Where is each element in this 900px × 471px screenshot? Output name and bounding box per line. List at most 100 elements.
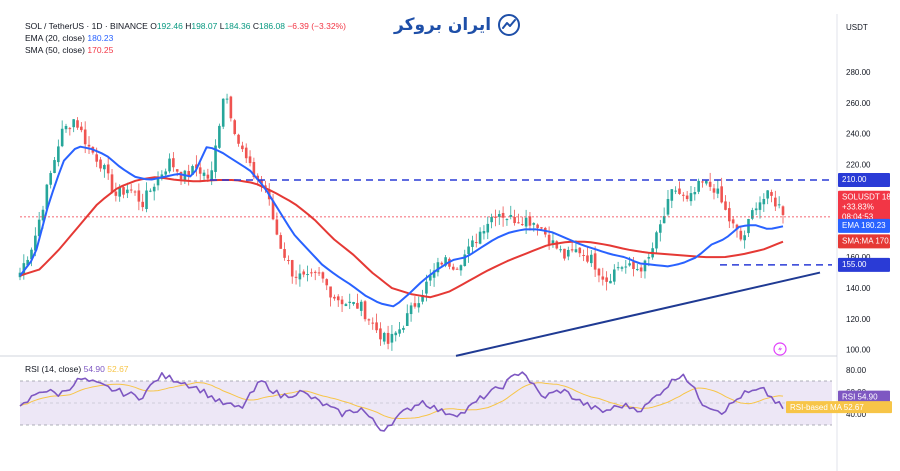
candle-body (363, 301, 367, 320)
candle-body (620, 267, 624, 269)
candle-body (517, 222, 520, 224)
candle-body (359, 301, 363, 311)
candle-body (766, 190, 769, 199)
candle-body (310, 272, 313, 274)
candle-body (428, 275, 432, 281)
candle-body (743, 235, 746, 241)
candle-body (398, 329, 401, 334)
candle-body (175, 169, 179, 172)
candle-body (344, 304, 348, 307)
candle-body (724, 201, 727, 210)
candle-body (612, 269, 616, 282)
levels (20, 179, 832, 357)
candle-body (26, 259, 29, 266)
candle-body (582, 255, 585, 257)
candle-body (214, 145, 217, 172)
candle-body (390, 333, 394, 343)
candle-body (279, 235, 283, 249)
candle-body (64, 125, 68, 130)
candle-body (444, 257, 447, 266)
candle-body (436, 262, 440, 273)
candle-body (83, 129, 87, 145)
candle-body (455, 268, 459, 270)
candle-body (386, 332, 390, 344)
broker-logo: ایران بروکر (394, 11, 521, 39)
sma-legend[interactable]: SMA (50, close) 170.25 (25, 45, 113, 55)
price-tick: 240.00 (846, 130, 871, 139)
candle-body (34, 235, 37, 251)
candle-body (233, 120, 237, 134)
sma-label: SMA (50, close) (25, 45, 85, 55)
candle-body (375, 322, 378, 331)
ema-value: 180.23 (87, 33, 114, 43)
candle-body (402, 327, 405, 330)
candle-body (559, 249, 562, 251)
candle-body (593, 253, 597, 270)
candle-body (76, 120, 79, 128)
price-tick: 140.00 (846, 284, 871, 293)
support-tag-text: 155.00 (842, 260, 867, 269)
candle-body (632, 261, 635, 270)
candle-body (586, 255, 589, 262)
candle-body (225, 98, 229, 100)
candle-body (471, 240, 474, 247)
candle-body (114, 191, 118, 196)
candle-body (509, 214, 513, 217)
candle-body (616, 267, 620, 269)
candle-body (221, 98, 225, 127)
candle-body (172, 158, 175, 168)
candle-body (605, 277, 608, 282)
price-tick: 280.00 (846, 68, 871, 77)
candle-body (474, 242, 478, 244)
rsi-tick: 80.00 (846, 366, 867, 375)
candle-body (356, 302, 359, 309)
candle-body (287, 260, 290, 262)
candle-body (728, 208, 731, 222)
candle-body (528, 216, 532, 226)
candle-body (624, 266, 628, 268)
rsi-ma-tag-text: RSI-based MA 52.67 (790, 403, 864, 412)
candle-body (298, 273, 302, 280)
low-label: L (219, 21, 225, 31)
logo-text: ایران بروکر (394, 15, 492, 35)
candle-body (110, 174, 114, 193)
candle-body (540, 227, 543, 229)
candle-body (60, 128, 64, 147)
candle-body (494, 216, 497, 218)
candle-body (440, 262, 444, 265)
last-price-tag-text: 08:04:53 (842, 213, 874, 222)
candle-body (417, 303, 421, 308)
candle-body (72, 119, 75, 128)
candle-body (302, 271, 306, 275)
candle-body (290, 260, 294, 277)
candle-body (463, 254, 467, 266)
candle-body (68, 128, 72, 130)
alert-icon[interactable] (773, 342, 787, 356)
candle-body (329, 286, 332, 298)
candle-body (244, 147, 248, 159)
candle-body (126, 189, 129, 194)
candle-body (325, 279, 329, 286)
sma-value: 170.25 (87, 45, 114, 55)
change-value: −6.39 (−3.32%) (287, 21, 346, 31)
candle-body (597, 268, 601, 276)
high-value: 198.07 (191, 21, 218, 31)
ema-legend[interactable]: EMA (20, close) 180.23 (25, 33, 113, 43)
candle-body (682, 194, 685, 196)
candle-body (720, 186, 723, 203)
candle-body (256, 175, 260, 180)
candle-body (666, 199, 670, 215)
last-price-tag-text: +33.83% (842, 203, 874, 212)
candle-body (22, 263, 26, 275)
candle-body (770, 192, 773, 196)
close-label: C (252, 21, 259, 31)
rsi-legend[interactable]: RSI (14, close) 54.90 52.67 (25, 364, 129, 374)
candle-body (762, 198, 766, 205)
candle-body (578, 247, 582, 254)
rsi-pane (20, 380, 832, 426)
candle-body (739, 230, 743, 240)
symbol-name[interactable]: SOL / TetherUS · 1D · BINANCE (25, 21, 148, 31)
rsi-ma-tag-bg (786, 401, 892, 414)
candle-body (321, 272, 325, 279)
